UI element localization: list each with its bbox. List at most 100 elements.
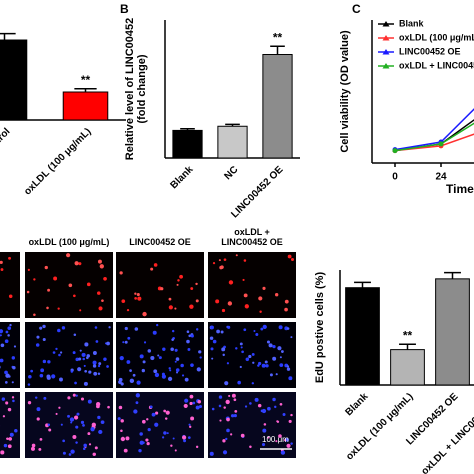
cell-nucleus bbox=[209, 451, 214, 456]
cell-nucleus bbox=[189, 401, 193, 406]
cell-nucleus bbox=[136, 293, 140, 297]
cell-nucleus bbox=[139, 354, 144, 359]
cell-nucleus bbox=[189, 425, 192, 429]
cell-nucleus bbox=[163, 431, 167, 435]
cell-nucleus bbox=[95, 401, 101, 407]
cell-nucleus bbox=[28, 374, 32, 379]
cell-nucleus bbox=[170, 444, 173, 447]
cell-nucleus bbox=[52, 351, 56, 354]
cell-nucleus bbox=[1, 397, 6, 401]
cell-nucleus bbox=[70, 421, 73, 424]
cell-nucleus bbox=[139, 432, 143, 436]
cell-nucleus bbox=[195, 405, 200, 410]
cell-nucleus bbox=[120, 436, 126, 442]
cell-nucleus bbox=[146, 418, 149, 421]
micrograph bbox=[25, 322, 113, 388]
cell-nucleus bbox=[27, 383, 31, 386]
cell-nucleus bbox=[228, 280, 234, 285]
cell-nucleus bbox=[126, 360, 131, 364]
cell-nucleus bbox=[88, 443, 92, 446]
cell-nucleus bbox=[245, 357, 250, 362]
cell-nucleus bbox=[282, 412, 286, 416]
cell-nucleus bbox=[122, 341, 125, 344]
cell-nucleus bbox=[261, 363, 266, 368]
bar bbox=[172, 129, 203, 159]
cell-nucleus bbox=[127, 336, 131, 340]
cell-nucleus bbox=[243, 259, 247, 262]
cell-nucleus bbox=[0, 334, 2, 337]
cell-nucleus bbox=[211, 357, 214, 360]
cell-nucleus bbox=[136, 380, 141, 385]
cell-nucleus bbox=[62, 439, 66, 443]
cell-nucleus bbox=[218, 404, 222, 408]
cell-nucleus bbox=[287, 254, 292, 259]
cell-nucleus bbox=[100, 420, 105, 425]
cell-nucleus bbox=[138, 448, 142, 453]
cell-nucleus bbox=[6, 437, 9, 440]
cell-nucleus bbox=[57, 328, 61, 333]
cell-nucleus bbox=[70, 370, 74, 373]
cell-nucleus bbox=[141, 368, 145, 373]
cell-nucleus bbox=[215, 299, 220, 304]
cell-nucleus bbox=[288, 376, 293, 381]
error-bar bbox=[270, 45, 285, 55]
cell-nucleus bbox=[75, 441, 78, 444]
cell-nucleus bbox=[69, 417, 75, 422]
cell-nucleus bbox=[198, 350, 202, 354]
column-header: LINC00452 OE bbox=[129, 237, 191, 247]
cell-nucleus bbox=[76, 412, 80, 416]
cell-nucleus bbox=[243, 293, 248, 298]
cell-nucleus bbox=[4, 339, 9, 344]
cell-nucleus bbox=[284, 307, 288, 312]
cell-nucleus bbox=[27, 268, 30, 271]
cell-nucleus bbox=[269, 373, 273, 377]
bar bbox=[0, 39, 28, 121]
cell-nucleus bbox=[258, 361, 262, 366]
cell-nucleus bbox=[153, 263, 158, 267]
cell-nucleus bbox=[78, 357, 82, 361]
cell-nucleus bbox=[75, 357, 79, 362]
cell-nucleus bbox=[198, 404, 203, 409]
cell-nucleus bbox=[97, 364, 101, 368]
micrograph bbox=[0, 322, 20, 388]
cell-nucleus bbox=[95, 340, 99, 343]
legend-label: oxLDL (100 μg/mL) bbox=[399, 32, 474, 42]
cell-nucleus bbox=[67, 414, 70, 418]
cell-nucleus bbox=[11, 396, 15, 399]
cell-nucleus bbox=[261, 442, 266, 447]
cell-nucleus bbox=[241, 350, 244, 354]
cell-nucleus bbox=[118, 380, 122, 384]
cell-nucleus bbox=[75, 394, 78, 397]
cell-nucleus bbox=[274, 293, 279, 297]
cell-nucleus bbox=[123, 448, 128, 453]
cell-nucleus bbox=[262, 286, 266, 290]
cell-nucleus bbox=[183, 439, 187, 443]
micrograph bbox=[25, 392, 113, 458]
cell-nucleus bbox=[267, 406, 271, 411]
cell-nucleus bbox=[47, 423, 51, 427]
cell-nucleus bbox=[154, 372, 160, 378]
cell-nucleus bbox=[11, 356, 16, 360]
point bbox=[392, 148, 398, 154]
cell-nucleus bbox=[68, 283, 73, 288]
cell-nucleus bbox=[35, 343, 40, 347]
panel-label: C bbox=[352, 2, 361, 16]
cell-nucleus bbox=[156, 323, 159, 327]
cell-nucleus bbox=[83, 443, 88, 448]
cell-nucleus bbox=[284, 299, 289, 304]
cell-nucleus bbox=[81, 352, 86, 357]
cell-nucleus bbox=[92, 360, 97, 365]
cell-nucleus bbox=[120, 419, 124, 423]
cell-nucleus bbox=[80, 397, 85, 401]
cell-nucleus bbox=[192, 401, 196, 405]
cell-nucleus bbox=[176, 283, 179, 286]
cell-nucleus bbox=[117, 417, 121, 421]
cell-nucleus bbox=[30, 369, 34, 373]
cell-nucleus bbox=[92, 364, 97, 368]
cell-nucleus bbox=[94, 326, 98, 329]
cell-nucleus bbox=[286, 443, 291, 448]
cell-nucleus bbox=[8, 294, 13, 299]
cell-nucleus bbox=[252, 361, 255, 364]
cell-nucleus bbox=[27, 401, 32, 405]
error-bar bbox=[399, 343, 416, 350]
